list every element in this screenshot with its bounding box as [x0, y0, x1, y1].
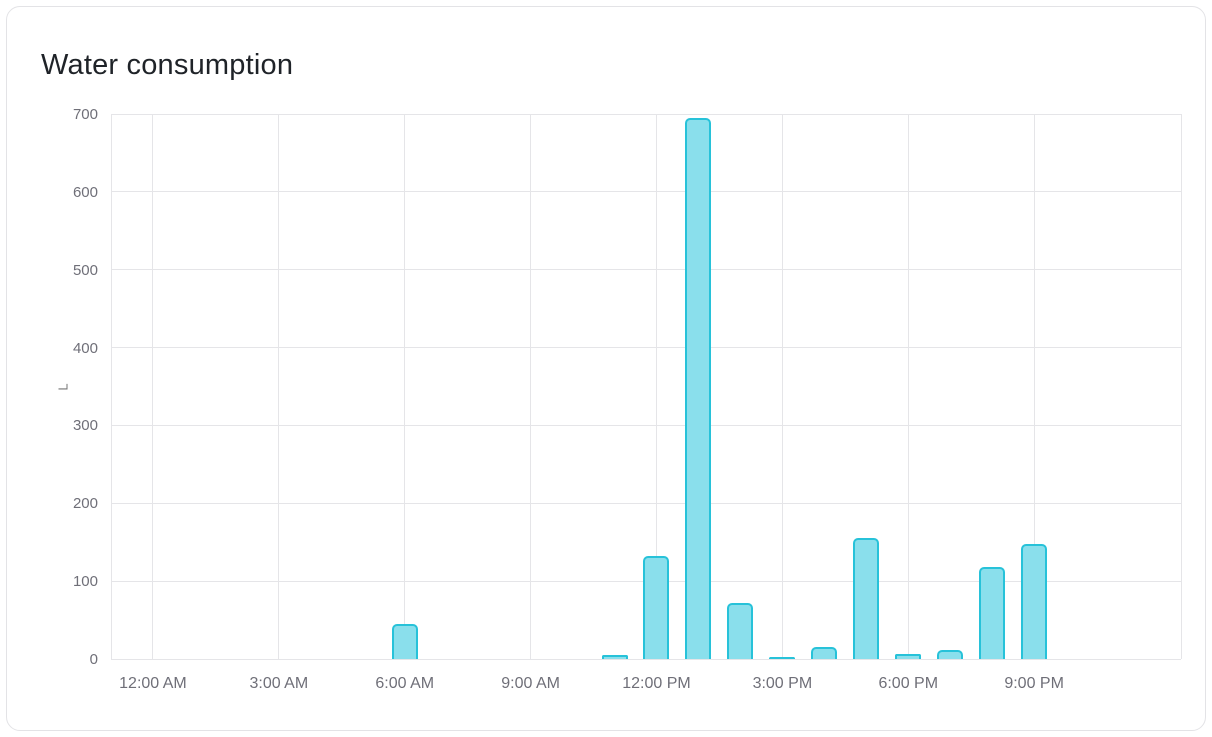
water-consumption-bar[interactable] — [979, 567, 1006, 659]
water-consumption-bar[interactable] — [643, 556, 670, 659]
water-consumption-bar[interactable] — [1021, 543, 1048, 659]
x-tick-label: 9:00 AM — [501, 675, 560, 692]
plot-area[interactable]: L 0 100 200 300 400 500 600 700 12:00 AM 3:00 AM 6… — [56, 106, 1182, 692]
water-consumption-card: Water consumption L 0 100 200 300 400 500 600 7… — [6, 6, 1206, 731]
x-tick-label: 3:00 AM — [249, 675, 309, 692]
y-tick-label: 400 — [72, 339, 98, 357]
y-tick-label: 500 — [72, 261, 98, 279]
x-tick-label: 6:00 AM — [375, 675, 435, 692]
horizontal-gridline — [111, 347, 1181, 349]
vertical-gridline — [278, 114, 280, 659]
horizontal-gridline — [111, 424, 1181, 426]
water-consumption-bar[interactable] — [601, 655, 628, 659]
vertical-gridline — [1180, 114, 1182, 659]
x-tick-label: 6:00 PM — [878, 675, 939, 692]
y-tick-label: 700 — [72, 106, 98, 123]
water-consumption-bar[interactable] — [391, 623, 418, 659]
vertical-gridline — [907, 114, 909, 659]
water-consumption-bar[interactable] — [895, 653, 922, 659]
x-tick-label: 9:00 PM — [1004, 675, 1064, 692]
vertical-gridline — [781, 114, 783, 659]
vertical-gridline — [152, 114, 154, 659]
horizontal-gridline — [111, 658, 1181, 660]
horizontal-gridline — [111, 502, 1181, 504]
water-consumption-bar[interactable] — [727, 602, 754, 659]
y-tick-label: 200 — [72, 495, 98, 513]
y-tick-label: 100 — [72, 573, 98, 591]
vertical-gridline — [1033, 114, 1035, 659]
water-consumption-bar[interactable] — [811, 646, 838, 659]
chart-title: Water consumption — [41, 49, 294, 81]
x-tick-label: 12:00 AM — [119, 675, 187, 692]
water-consumption-bar[interactable] — [769, 657, 796, 659]
water-consumption-bar[interactable] — [685, 117, 712, 659]
y-axis-unit-label: L — [55, 382, 71, 391]
y-tick-label: 600 — [72, 183, 98, 201]
x-tick-label: 3:00 PM — [752, 675, 813, 692]
horizontal-gridline — [111, 191, 1181, 193]
horizontal-gridline — [111, 269, 1181, 271]
x-tick-label: 12:00 PM — [622, 675, 691, 692]
water-consumption-bar[interactable] — [937, 650, 964, 659]
vertical-gridline — [530, 114, 532, 659]
vertical-gridline — [110, 114, 112, 659]
y-tick-label: 300 — [72, 417, 98, 435]
water-consumption-bar[interactable] — [853, 537, 880, 659]
vertical-gridline — [404, 114, 406, 659]
y-tick-label: 0 — [89, 651, 98, 668]
horizontal-gridline — [111, 113, 1181, 115]
vertical-gridline — [655, 114, 657, 659]
